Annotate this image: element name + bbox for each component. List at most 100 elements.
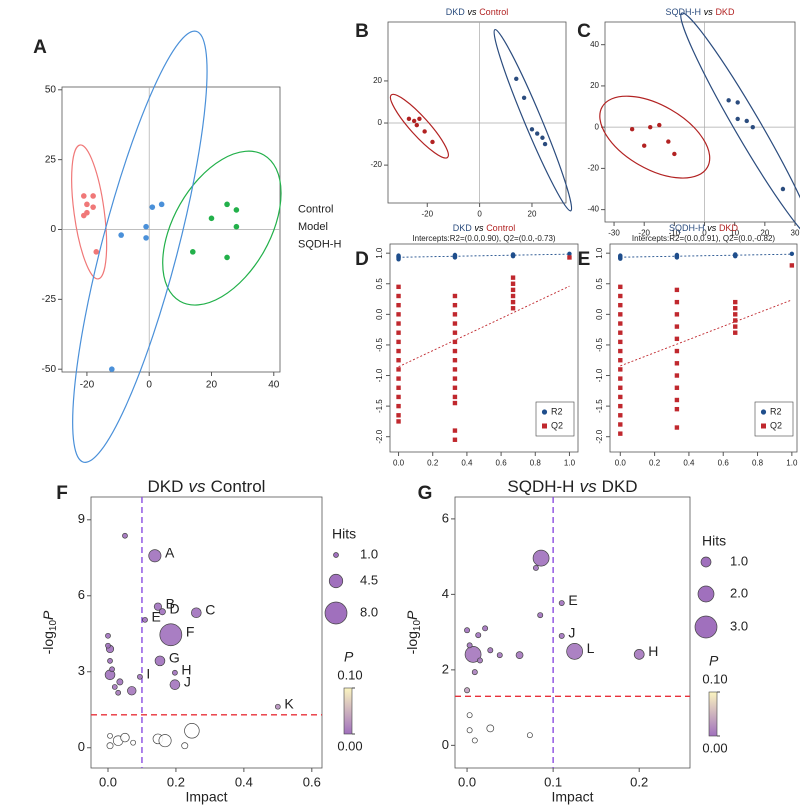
y-tick-label: -20 (370, 160, 382, 169)
point (674, 425, 680, 430)
x-tick-label: 0 (702, 229, 707, 238)
y-label-part: P (404, 610, 420, 620)
point (411, 118, 417, 124)
x-tick-label: 0.8 (530, 459, 542, 468)
x-tick-label: 20 (206, 380, 218, 391)
size-legend-label: 3.0 (730, 618, 748, 633)
trend-line (620, 299, 793, 367)
bubble (191, 607, 202, 619)
colorbar-label: 0.00 (337, 738, 362, 753)
point (452, 339, 458, 345)
point (657, 122, 662, 128)
size-legend-marker (697, 585, 715, 603)
point (396, 293, 401, 299)
bubble (526, 732, 533, 739)
point (452, 437, 458, 442)
x-tick-label: 0.6 (496, 459, 508, 468)
point (510, 293, 516, 299)
point (542, 141, 548, 147)
bubble (487, 647, 494, 654)
x-tick-label: 1.0 (786, 459, 798, 468)
bubble (106, 742, 114, 750)
y-tick-label: 20 (373, 76, 382, 85)
point (190, 249, 196, 255)
bubble (184, 723, 200, 739)
x-tick-label: 0.6 (303, 775, 321, 790)
chart-title: DKD vs Control (453, 223, 515, 233)
x-tick-label: 0.0 (393, 459, 405, 468)
point (618, 431, 623, 436)
chart-title: DKD vs Control (446, 7, 508, 17)
x-tick-label: -20 (421, 210, 433, 219)
point (406, 116, 412, 122)
point (674, 336, 680, 342)
panel-label: G (418, 483, 433, 504)
size-legend-marker (324, 601, 348, 625)
bubble (566, 643, 584, 660)
plot-frame (90, 496, 323, 769)
plot-frame (389, 243, 579, 453)
point (452, 385, 458, 390)
bubble (515, 651, 524, 659)
point (780, 186, 786, 192)
bubble (116, 678, 124, 686)
bubble (169, 679, 181, 690)
y-tick-label: 4 (442, 586, 449, 601)
size-legend-marker (694, 615, 718, 639)
plot-frame (609, 243, 798, 453)
point (414, 122, 419, 128)
x-tick-label: -30 (608, 229, 620, 238)
point (233, 207, 240, 213)
y-tick-label: 0.5 (595, 278, 604, 290)
title-part: DKD (453, 223, 473, 233)
point (618, 312, 623, 317)
size-legend-marker (700, 556, 712, 568)
point (224, 201, 230, 208)
confidence-ellipse (71, 144, 108, 280)
point (674, 312, 680, 317)
legend-marker (541, 409, 548, 415)
point (224, 254, 230, 261)
x-tick-label: 0.1 (544, 775, 562, 790)
y-label-part: -log (404, 631, 420, 654)
y-tick-label: 50 (45, 84, 57, 95)
bubble (532, 565, 539, 571)
point (735, 100, 740, 105)
colorbar-title: P (344, 649, 354, 665)
bubble (172, 669, 178, 676)
colorbar-label: 0.10 (337, 667, 362, 682)
title-part: Control (479, 7, 508, 17)
legend-entry: Q2 (551, 420, 563, 430)
x-tick-label: 1.0 (564, 459, 576, 468)
point (733, 318, 738, 323)
bubble (105, 632, 111, 639)
colorbar (343, 687, 353, 735)
bubble (127, 686, 137, 696)
bubble-label: F (186, 623, 195, 639)
x-tick-label: 0.4 (235, 775, 253, 790)
y-tick-label: 20 (590, 81, 599, 90)
y-tick-label: 40 (590, 40, 599, 49)
bubble (466, 712, 473, 719)
point (149, 204, 156, 210)
bubble-label: H (648, 643, 658, 659)
y-tick-label: 0 (78, 739, 85, 754)
point (618, 330, 623, 335)
x-tick-label: -10 (669, 229, 681, 238)
size-legend-label: 4.5 (360, 572, 378, 587)
legend-marker (760, 409, 767, 415)
point (674, 324, 680, 329)
point (417, 116, 422, 122)
y-tick-label: -50 (42, 364, 57, 375)
bubble (105, 642, 111, 649)
y-tick-label: 0.5 (375, 278, 384, 290)
chart-title: SQDH-H vs DKD (507, 477, 637, 496)
point (430, 139, 435, 145)
point (733, 299, 738, 305)
bubble (466, 642, 473, 649)
x-tick-label: 0.4 (461, 459, 473, 468)
y-label-part: P (40, 610, 56, 620)
point (618, 422, 623, 427)
